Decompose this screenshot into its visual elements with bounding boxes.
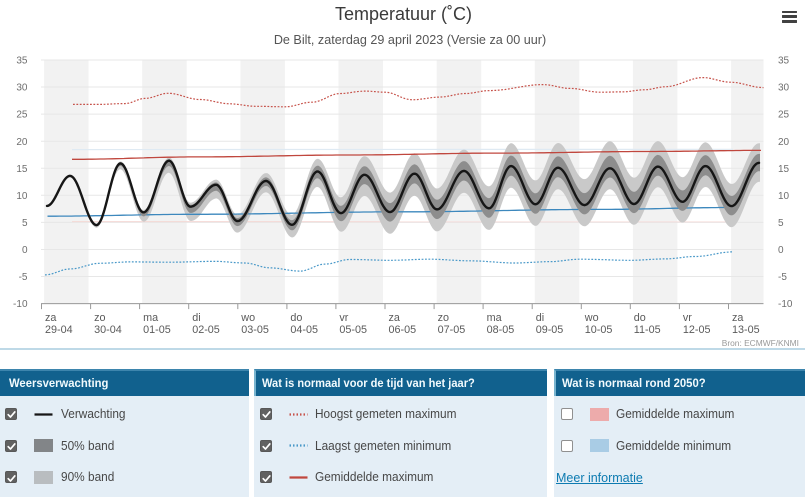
svg-text:20: 20 bbox=[16, 137, 28, 148]
svg-text:za: za bbox=[732, 312, 743, 324]
svg-text:35: 35 bbox=[16, 56, 28, 67]
svg-text:za: za bbox=[45, 312, 56, 324]
svg-text:10-05: 10-05 bbox=[585, 324, 613, 336]
svg-text:13-05: 13-05 bbox=[732, 324, 760, 336]
svg-text:35: 35 bbox=[778, 56, 790, 67]
svg-text:20: 20 bbox=[778, 137, 790, 148]
svg-text:di: di bbox=[192, 312, 200, 324]
svg-text:15: 15 bbox=[16, 164, 28, 175]
svg-text:25: 25 bbox=[16, 110, 28, 121]
svg-text:5: 5 bbox=[22, 218, 28, 229]
svg-text:do: do bbox=[634, 312, 646, 324]
svg-text:25: 25 bbox=[778, 110, 790, 121]
svg-text:-5: -5 bbox=[19, 272, 28, 283]
svg-text:10: 10 bbox=[778, 191, 790, 202]
svg-text:-5: -5 bbox=[778, 272, 787, 283]
svg-text:Bron: ECMWF/KNMI: Bron: ECMWF/KNMI bbox=[722, 338, 799, 348]
svg-text:30-04: 30-04 bbox=[94, 324, 122, 336]
svg-text:-10: -10 bbox=[13, 299, 28, 310]
svg-text:0: 0 bbox=[778, 245, 784, 256]
svg-text:do: do bbox=[290, 312, 302, 324]
svg-text:03-05: 03-05 bbox=[241, 324, 269, 336]
svg-text:04-05: 04-05 bbox=[290, 324, 318, 336]
svg-text:12-05: 12-05 bbox=[683, 324, 711, 336]
svg-text:0: 0 bbox=[22, 245, 28, 256]
svg-text:za: za bbox=[389, 312, 400, 324]
svg-text:zo: zo bbox=[94, 312, 105, 324]
svg-text:08-05: 08-05 bbox=[487, 324, 515, 336]
svg-text:-10: -10 bbox=[778, 299, 793, 310]
svg-text:wo: wo bbox=[240, 312, 255, 324]
svg-text:29-04: 29-04 bbox=[45, 324, 73, 336]
svg-text:02-05: 02-05 bbox=[192, 324, 220, 336]
svg-text:ma: ma bbox=[487, 312, 502, 324]
svg-text:ma: ma bbox=[143, 312, 158, 324]
svg-text:vr: vr bbox=[683, 312, 692, 324]
svg-text:wo: wo bbox=[584, 312, 599, 324]
svg-text:zo: zo bbox=[438, 312, 449, 324]
svg-text:10: 10 bbox=[16, 191, 28, 202]
svg-text:11-05: 11-05 bbox=[634, 324, 661, 336]
svg-text:30: 30 bbox=[778, 83, 790, 94]
svg-text:30: 30 bbox=[16, 83, 28, 94]
svg-text:05-05: 05-05 bbox=[339, 324, 367, 336]
svg-text:06-05: 06-05 bbox=[389, 324, 417, 336]
svg-text:5: 5 bbox=[778, 218, 784, 229]
svg-text:di: di bbox=[536, 312, 544, 324]
svg-text:vr: vr bbox=[339, 312, 348, 324]
svg-text:09-05: 09-05 bbox=[536, 324, 564, 336]
svg-text:07-05: 07-05 bbox=[438, 324, 466, 336]
svg-text:15: 15 bbox=[778, 164, 790, 175]
svg-text:01-05: 01-05 bbox=[143, 324, 171, 336]
